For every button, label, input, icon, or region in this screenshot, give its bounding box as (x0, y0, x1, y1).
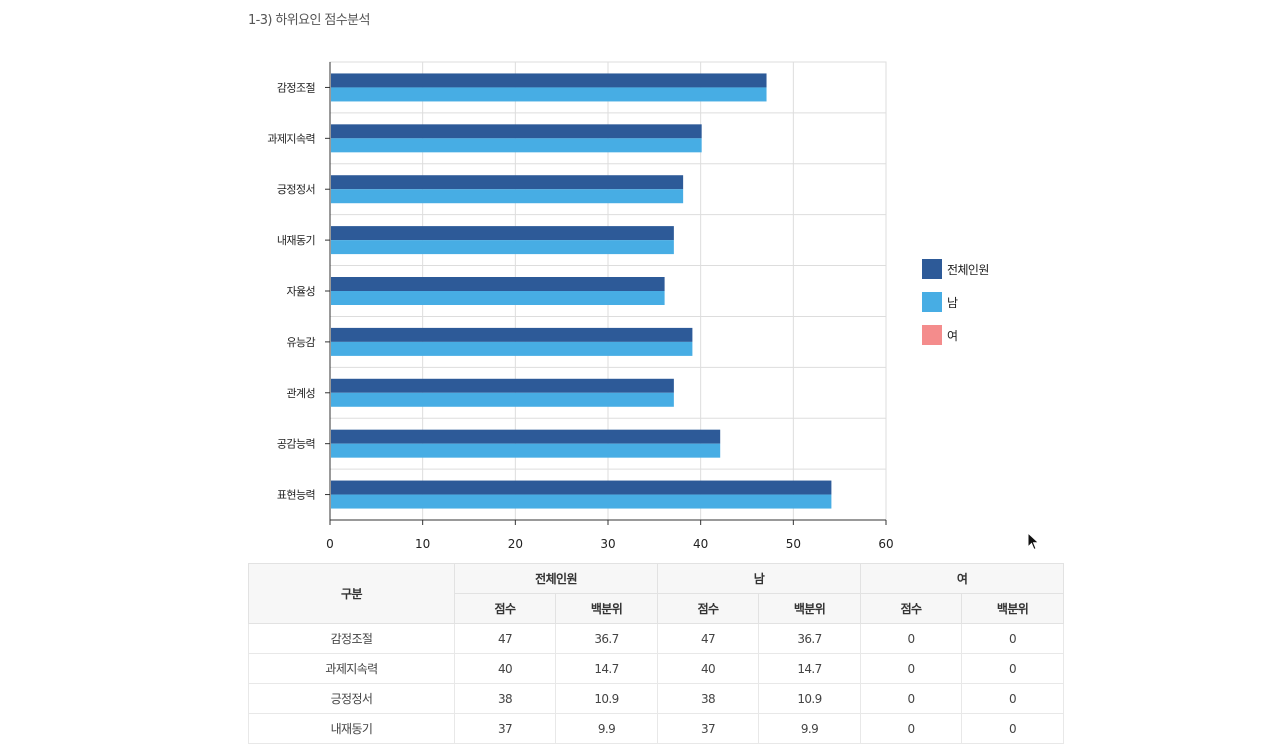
bar-total (331, 226, 674, 241)
value-cell: 10.9 (758, 683, 862, 714)
header-group-male: 남 (657, 563, 862, 594)
bar-total (331, 429, 721, 444)
value-cell: 0 (860, 623, 963, 654)
value-cell: 36.7 (758, 623, 862, 654)
row-category-cell: 감정조절 (248, 623, 455, 654)
table-row: 긍정정서 38 10.9 38 10.9 0 0 (248, 683, 1065, 714)
bar-male (331, 138, 702, 153)
value-cell: 37 (657, 713, 760, 744)
value-cell: 38 (454, 683, 556, 714)
bar-male (331, 443, 721, 458)
value-cell: 47 (454, 623, 556, 654)
subheader-percentile: 백분위 (758, 593, 862, 624)
bar-total (331, 73, 767, 88)
subheader-score: 점수 (860, 593, 963, 624)
subheader-score: 점수 (454, 593, 556, 624)
subheader-percentile: 백분위 (554, 593, 659, 624)
legend-swatch (922, 259, 942, 279)
x-tick-label: 50 (786, 537, 801, 551)
category-label: 관계성 (286, 387, 315, 400)
category-label: 자율성 (286, 285, 315, 298)
value-cell: 0 (961, 713, 1065, 744)
category-label: 유능감 (286, 336, 315, 349)
category-label: 내재동기 (277, 234, 315, 247)
section-title: 1-3) 하위요인 점수분석 (248, 13, 370, 28)
legend-item: 남 (922, 292, 989, 312)
value-cell: 14.7 (554, 653, 659, 684)
x-tick-label: 10 (415, 537, 430, 551)
value-cell: 0 (860, 713, 963, 744)
bar-total (331, 327, 693, 342)
bar-total (331, 124, 702, 139)
legend-item: 여 (922, 325, 989, 345)
x-tick-label: 30 (600, 537, 615, 551)
bar-male (331, 494, 832, 509)
mouse-cursor-icon (1027, 532, 1040, 551)
subfactor-bar-chart: 0 10 20 30 40 50 60 감정조절과제지속력긍정정서내재동기자율성유능감관계성공… (267, 61, 894, 551)
bar-male (331, 341, 693, 356)
header-group-female: 여 (860, 563, 1065, 594)
bar-total (331, 378, 674, 393)
header-category: 구분 (248, 563, 455, 624)
value-cell: 0 (961, 653, 1065, 684)
legend-item: 전체인원 (922, 259, 989, 279)
value-cell: 9.9 (554, 713, 659, 744)
legend-swatch (922, 292, 942, 312)
bar-male (331, 189, 684, 204)
legend-label: 남 (947, 295, 958, 310)
row-category-cell: 내재동기 (248, 713, 455, 744)
subheader-percentile: 백분위 (961, 593, 1065, 624)
table-row: 내재동기 37 9.9 37 9.9 0 0 (248, 713, 1065, 744)
category-label: 과제지속력 (267, 132, 315, 145)
x-tick-label: 20 (508, 537, 523, 551)
row-category-cell: 과제지속력 (248, 653, 455, 684)
value-cell: 38 (657, 683, 760, 714)
bar-male (331, 87, 767, 102)
x-tick-label: 60 (878, 537, 893, 551)
category-label: 감정조절 (277, 81, 316, 94)
x-tick-label: 40 (693, 537, 708, 551)
bar-total (331, 480, 832, 495)
bar-total (331, 277, 665, 291)
bar-total (331, 175, 684, 190)
value-cell: 47 (657, 623, 760, 654)
bar-male (331, 240, 674, 255)
legend-label: 여 (947, 328, 958, 343)
value-cell: 0 (961, 623, 1065, 654)
bar-male (331, 392, 674, 407)
value-cell: 0 (860, 683, 963, 714)
subheader-score: 점수 (657, 593, 760, 624)
category-label: 긍정정서 (277, 183, 315, 196)
value-cell: 37 (454, 713, 556, 744)
value-cell: 36.7 (554, 623, 659, 654)
header-group-total: 전체인원 (453, 563, 659, 594)
value-cell: 0 (860, 653, 963, 684)
value-cell: 9.9 (758, 713, 862, 744)
legend-swatch (922, 325, 942, 345)
value-cell: 14.7 (758, 653, 862, 684)
legend-label: 전체인원 (947, 262, 989, 277)
x-tick-label: 0 (326, 537, 334, 551)
value-cell: 40 (657, 653, 760, 684)
table-row: 과제지속력 40 14.7 40 14.7 0 0 (248, 653, 1065, 684)
category-label: 공감능력 (277, 438, 315, 451)
bar-male (331, 291, 665, 305)
score-table: 구분 전체인원 남 여 점수 백분위 점수 백분위 점수 백분위 감정조절 47 3… (248, 563, 1065, 744)
value-cell: 40 (454, 653, 556, 684)
value-cell: 0 (961, 683, 1065, 714)
category-label: 표현능력 (277, 489, 315, 502)
table-row: 감정조절 47 36.7 47 36.7 0 0 (248, 623, 1065, 654)
row-category-cell: 긍정정서 (248, 683, 455, 714)
table-header-row: 구분 전체인원 남 여 (248, 563, 1065, 624)
value-cell: 10.9 (554, 683, 659, 714)
